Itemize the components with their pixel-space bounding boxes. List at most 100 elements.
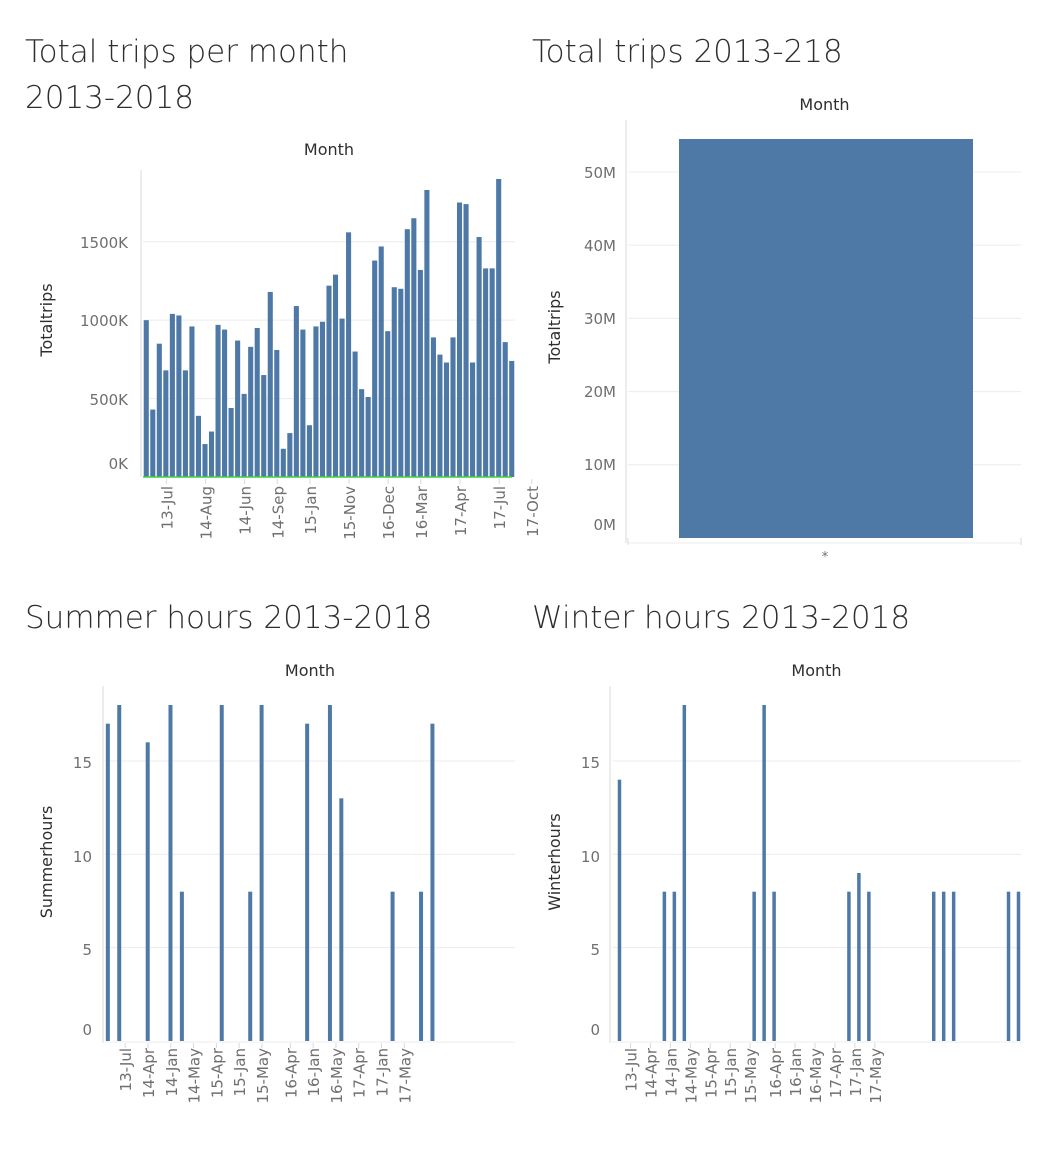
x-tick-label: 15-Jan (302, 486, 320, 534)
y-axis-title: Totaltrips (545, 290, 564, 364)
y-tick-label: 20M (584, 383, 616, 401)
y-tick-label: 0K (109, 455, 130, 473)
bar (215, 324, 221, 477)
bar (672, 891, 677, 1041)
bar (339, 318, 345, 477)
header-label-month: Month (285, 661, 335, 680)
bar (417, 269, 423, 477)
bar (143, 320, 149, 477)
y-axis-title: Summerhours (37, 806, 56, 919)
bar (313, 326, 319, 477)
x-tick-label: * (822, 550, 829, 565)
bar (391, 287, 397, 477)
bar (450, 337, 456, 477)
y-tick-label: 15 (581, 754, 600, 772)
y-tick-label: 5 (82, 941, 92, 959)
y-tick-label: 50M (584, 164, 616, 182)
x-tick-label: 15-May (254, 1048, 272, 1104)
x-tick-label: 16-May (328, 1048, 346, 1104)
bar (456, 202, 463, 477)
y-tick-label: 1000K (80, 312, 129, 330)
y-tick-label: 40M (584, 237, 616, 255)
x-tick-label: 17-Jul (491, 486, 509, 529)
x-tick-label: 16-Jan (787, 1048, 805, 1096)
bar (390, 891, 395, 1041)
bar (437, 354, 443, 477)
bar (489, 268, 495, 477)
y-tick-label: 10 (581, 848, 600, 866)
bar (463, 204, 469, 477)
bar (327, 705, 332, 1041)
bar (319, 321, 326, 477)
y-tick-label: 1500K (80, 234, 129, 252)
x-tick-label: 16-Jan (305, 1048, 323, 1096)
bar (248, 346, 254, 477)
x-tick-label: 14-Sep (269, 486, 287, 539)
chart-title-line-1: Winter hours 2013-2018 (532, 600, 911, 636)
x-tick-label: 15-Jan (722, 1048, 740, 1096)
bar (267, 291, 273, 477)
x-tick-label: 14-Apr (642, 1047, 660, 1098)
x-tick-label: 17-Apr (452, 485, 470, 536)
bar (1006, 891, 1011, 1041)
x-tick-label: 15-Nov (341, 486, 359, 540)
x-tick-label: 15-May (742, 1048, 760, 1104)
y-tick-label: 0M (594, 516, 617, 534)
bar (326, 285, 332, 477)
bar (359, 389, 365, 477)
y-tick-label: 15 (73, 754, 92, 772)
chart-title-line-1: Summer hours 2013-2018 (25, 600, 433, 636)
bar (752, 891, 756, 1041)
header-label-month: Month (799, 95, 849, 114)
x-tick-label: 17-May (396, 1048, 414, 1104)
bar (1016, 891, 1021, 1041)
x-tick-label: 13-Jul (158, 486, 176, 529)
x-tick-label: 14-Jun (237, 486, 255, 535)
bar (293, 306, 299, 477)
bar (332, 274, 339, 477)
x-tick-label: 17-Apr (351, 1047, 369, 1098)
x-tick-label: 16-Apr (767, 1047, 785, 1098)
bar (398, 288, 404, 477)
bar (156, 343, 162, 477)
x-tick-label: 16-Dec (380, 486, 398, 540)
bar (339, 798, 344, 1041)
bar (430, 337, 436, 477)
x-tick-label: 17-Oct (524, 486, 542, 537)
bar (305, 723, 310, 1041)
bar (772, 891, 776, 1041)
chart-title-winter-hours: Winter hours 2013-2018 (532, 595, 910, 641)
y-tick-label: 0 (82, 1021, 92, 1039)
bar (352, 351, 358, 477)
bar (241, 393, 247, 477)
x-tick-label: 16-May (807, 1048, 825, 1104)
x-tick-label: 15-Apr (208, 1047, 226, 1098)
bar (372, 260, 378, 477)
bar (424, 189, 430, 478)
chart-title-summer-hours: Summer hours 2013-2018 (25, 595, 432, 641)
bar (208, 431, 215, 477)
bar (163, 370, 169, 477)
bar (496, 179, 502, 477)
bar (287, 433, 293, 477)
bar (261, 375, 267, 477)
x-tick-label: 16-Mar (413, 485, 431, 539)
bar (219, 705, 224, 1041)
bar (762, 705, 766, 1041)
bar (274, 349, 280, 477)
bar (378, 246, 384, 477)
bar (931, 891, 936, 1041)
bar (182, 370, 188, 477)
bar (419, 891, 424, 1041)
bar (404, 229, 410, 477)
bar (470, 362, 476, 477)
bar (365, 397, 371, 477)
bar (117, 705, 122, 1041)
bar (235, 340, 241, 477)
bar (169, 313, 175, 477)
y-tick-label: 10 (73, 848, 92, 866)
bar (867, 891, 871, 1041)
chart-title-total-trips-per-month: Total trips per month 2013-2018 (25, 29, 348, 121)
bar (176, 315, 182, 477)
x-tick-label: 14-Jan (662, 1048, 680, 1096)
